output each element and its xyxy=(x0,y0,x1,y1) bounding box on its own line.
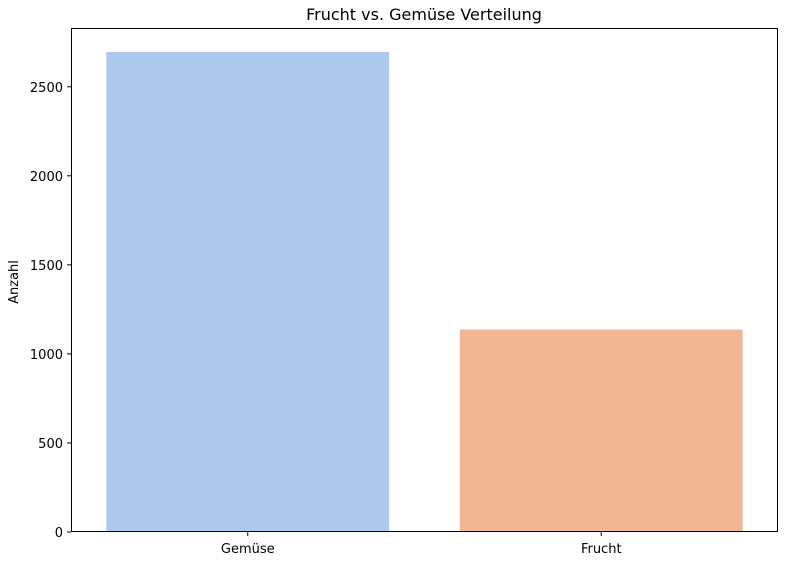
y-tick-label: 0 xyxy=(55,526,63,541)
y-axis-ticks: 0 500 1000 1500 2000 2500 xyxy=(30,81,71,541)
x-tick-label: Gemüse xyxy=(221,542,275,557)
x-axis-ticks: Gemüse Frucht xyxy=(221,532,622,557)
y-tick-label: 1000 xyxy=(30,348,63,363)
x-tick-label: Frucht xyxy=(581,542,622,557)
y-tick-label: 500 xyxy=(38,437,63,452)
chart-title: Frucht vs. Gemüse Verteilung xyxy=(306,5,542,24)
plot-frame xyxy=(71,28,778,532)
bar-0 xyxy=(106,52,390,532)
bar-1 xyxy=(459,329,743,532)
y-tick-label: 2500 xyxy=(30,81,63,96)
bars-group xyxy=(106,52,743,532)
y-axis-label: Anzahl xyxy=(7,260,22,304)
y-tick-label: 1500 xyxy=(30,259,63,274)
y-tick-label: 2000 xyxy=(30,170,63,185)
